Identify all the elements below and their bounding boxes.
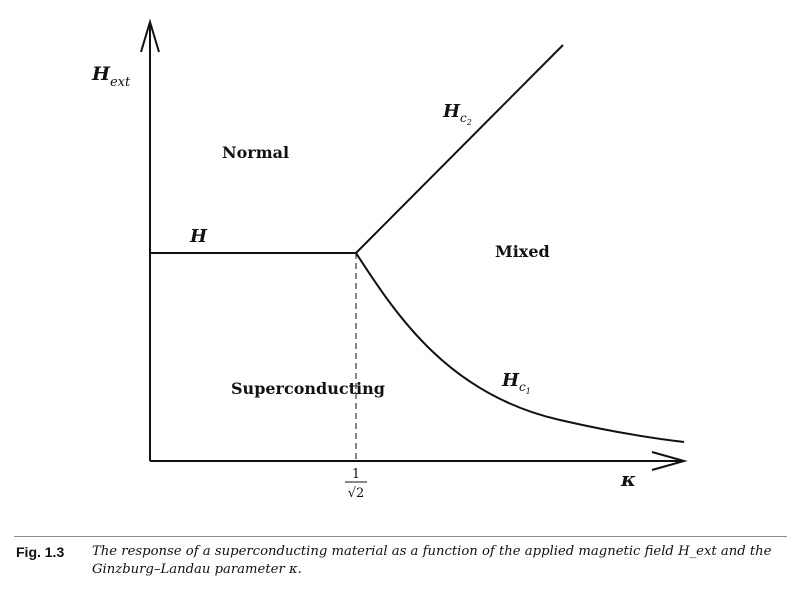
hc2-curve-label: Hc2: [442, 101, 472, 127]
phase-diagram: Hext κ 1 √2 Normal Mixed Superconducting…: [91, 18, 688, 501]
hc2-line: [355, 44, 564, 254]
hc1-curve: [355, 252, 685, 443]
region-superconducting-label: Superconducting: [231, 379, 385, 398]
y-axis-arrowhead: [140, 18, 160, 53]
caption-divider: [14, 536, 787, 537]
hc1-curve-label: Hc1: [501, 370, 531, 396]
region-normal-label: Normal: [222, 143, 289, 162]
x-axis-arrowhead: [651, 451, 688, 471]
tick-label-denominator: √2: [348, 486, 365, 501]
caption-text: The response of a superconducting materi…: [92, 544, 772, 577]
region-mixed-label: Mixed: [495, 242, 550, 261]
h-curve-label: H: [189, 226, 208, 247]
x-axis-label: κ: [620, 467, 636, 491]
phase-diagram-svg: Hext κ 1 √2 Normal Mixed Superconducting…: [91, 18, 688, 501]
caption-figure-number: Fig. 1.3: [16, 544, 65, 560]
tick-label-numerator: 1: [352, 467, 360, 482]
figure-caption: Fig. 1.3 The response of a superconducti…: [14, 543, 789, 579]
y-axis-label: Hext: [91, 63, 131, 90]
